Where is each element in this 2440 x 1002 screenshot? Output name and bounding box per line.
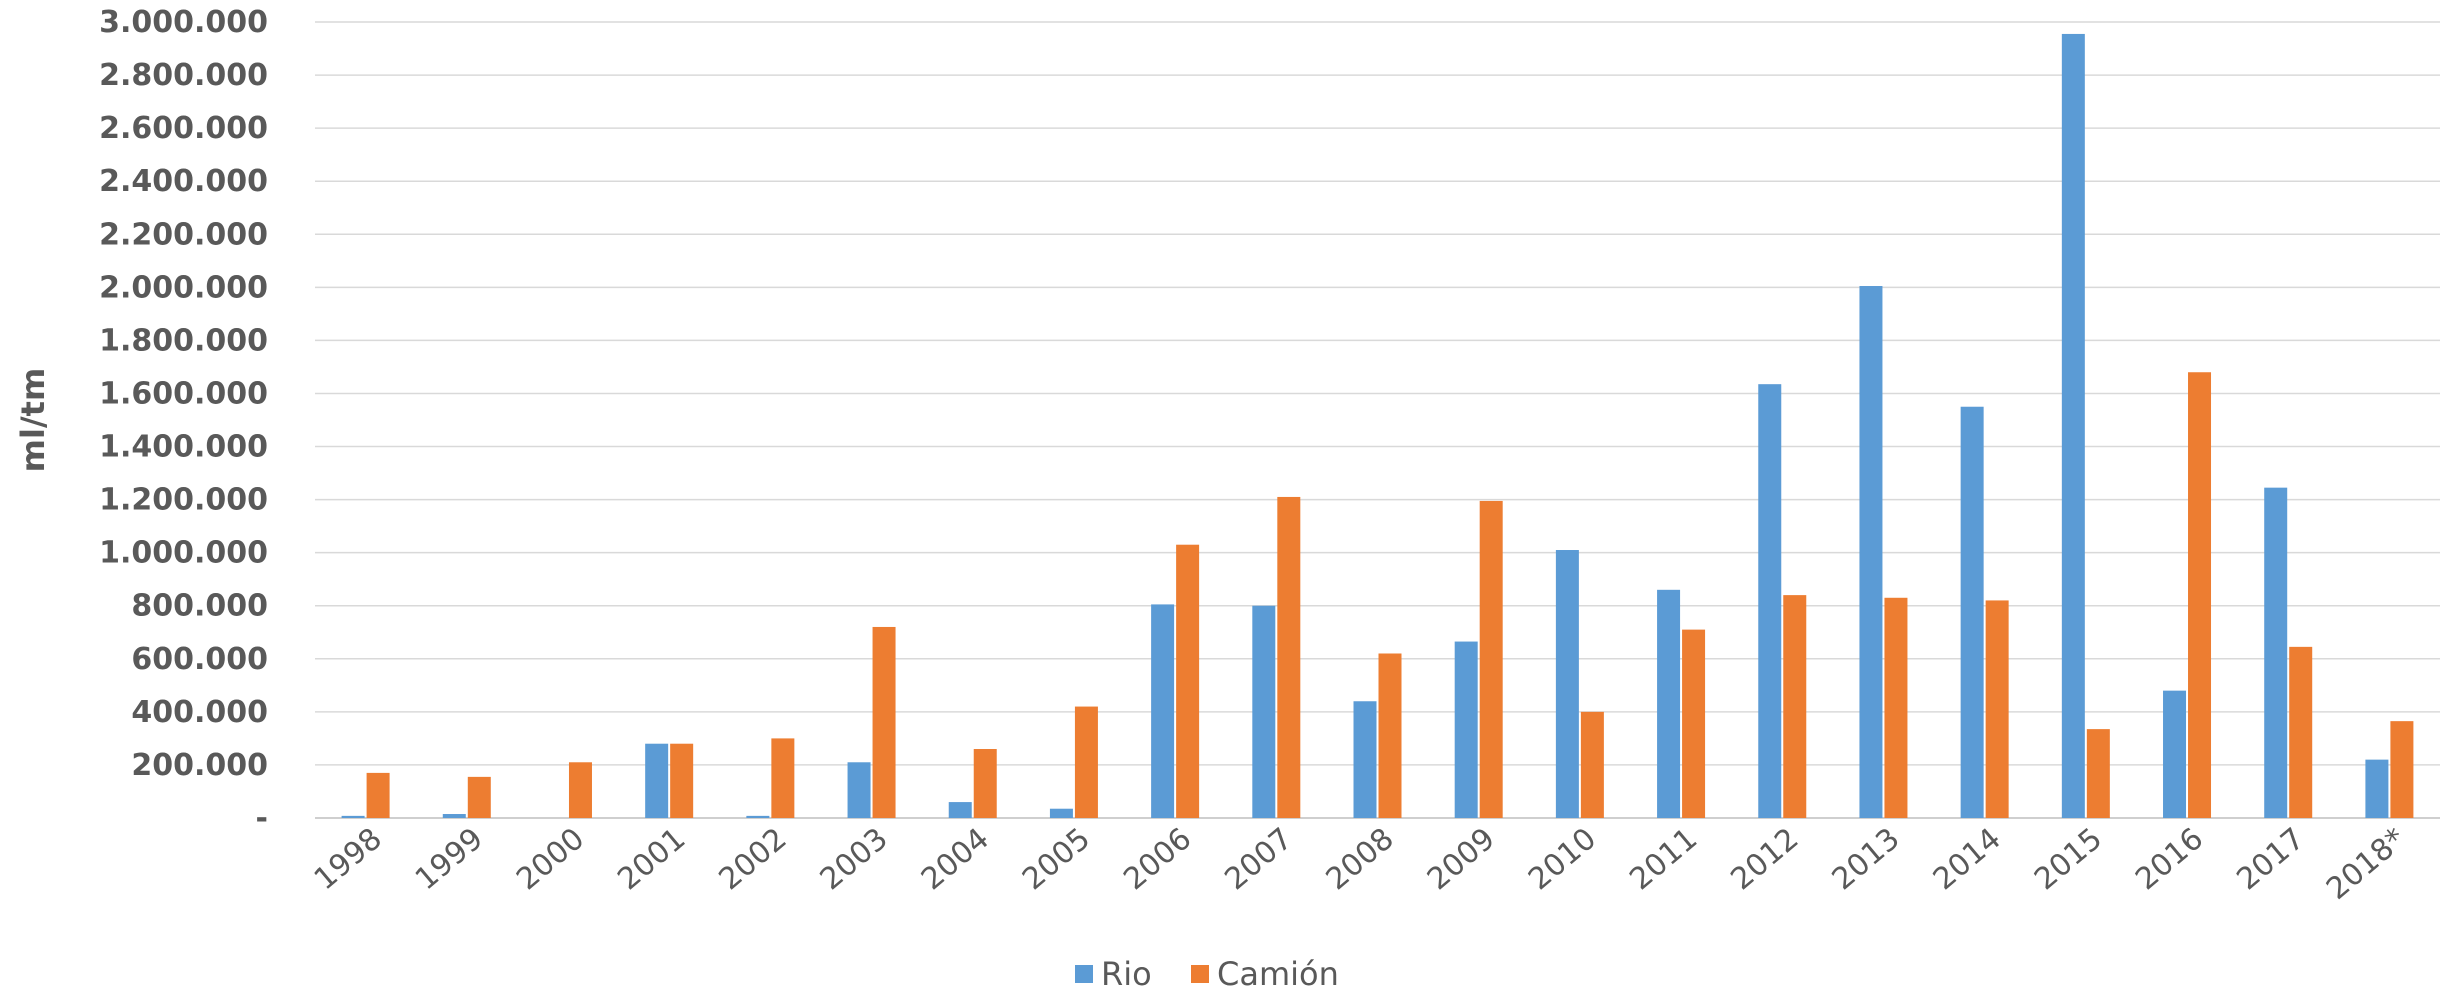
x-tick-label: 2014 <box>1927 821 2008 897</box>
bar-camin-2013 <box>1884 597 1908 818</box>
legend-swatch <box>1191 965 1209 983</box>
bar-rio-2011 <box>1657 589 1681 818</box>
y-tick-label: 2.600.000 <box>99 111 268 146</box>
x-tick-label: 2010 <box>1522 821 1603 897</box>
y-tick-label: 200.000 <box>131 748 268 783</box>
bar-camin-2004 <box>973 749 997 818</box>
bar-rio-2005 <box>1049 808 1073 818</box>
y-tick-label: 400.000 <box>131 695 268 730</box>
bar-camin-2003 <box>872 626 896 818</box>
bar-camin-2012 <box>1783 595 1807 818</box>
y-tick-label: 3.000.000 <box>99 5 268 40</box>
y-axis-ticks: - 200.000 400.000 600.000 800.000 1.000.000 1.… <box>99 5 268 836</box>
bars <box>341 33 2414 818</box>
bar-rio-2006 <box>1151 604 1175 818</box>
x-tick-label: 2009 <box>1421 821 1502 897</box>
bar-rio-2017 <box>2264 487 2288 818</box>
bar-camin-2006 <box>1176 544 1200 818</box>
x-tick-label: 2013 <box>1826 821 1907 897</box>
bar-rio-2010 <box>1555 550 1579 818</box>
x-tick-label: 2002 <box>713 821 794 897</box>
bar-rio-1998 <box>341 815 365 818</box>
bar-camin-2005 <box>1074 706 1098 818</box>
x-tick-label: 2018* <box>2320 821 2412 907</box>
x-tick-label: 2015 <box>2028 821 2109 897</box>
y-tick-label: 1.800.000 <box>99 323 268 358</box>
x-tick-label: 1998 <box>308 821 389 897</box>
y-tick-label: 2.400.000 <box>99 164 268 199</box>
x-tick-label: 2005 <box>1016 821 1097 897</box>
x-tick-label: 2001 <box>611 821 692 897</box>
y-tick-label: 1.000.000 <box>99 536 268 571</box>
bar-rio-2004 <box>948 802 972 818</box>
bar-rio-2003 <box>847 762 871 818</box>
bar-rio-2012 <box>1758 384 1782 818</box>
bar-rio-2014 <box>1960 406 1984 818</box>
x-tick-label: 2000 <box>510 821 591 897</box>
bar-camin-2011 <box>1682 629 1706 818</box>
bar-camin-2000 <box>568 762 592 818</box>
bar-camin-2002 <box>771 738 795 818</box>
y-tick-label: 2.800.000 <box>99 58 268 93</box>
legend-label: Rio <box>1101 955 1152 993</box>
y-tick-label: 2.000.000 <box>99 270 268 305</box>
bar-rio-2015 <box>2061 33 2085 818</box>
y-tick-label: 1.400.000 <box>99 430 268 465</box>
bar-camin-2017 <box>2289 646 2313 818</box>
x-tick-label: 2008 <box>1320 821 1401 897</box>
bar-rio-2013 <box>1859 286 1883 818</box>
gridlines <box>315 21 2440 819</box>
x-tick-label: 1999 <box>409 821 490 897</box>
y-tick-label: 600.000 <box>131 642 268 677</box>
x-tick-label: 2017 <box>2230 821 2311 897</box>
bar-camin-2015 <box>2086 729 2110 818</box>
x-axis-ticks: 1998 1999 2000 2001 2002 2003 2004 2005 2006 2007… <box>308 821 2413 907</box>
y-tick-label: - <box>256 801 268 836</box>
bar-camin-2010 <box>1580 711 1604 818</box>
legend-swatch <box>1075 965 1093 983</box>
bar-rio-2008 <box>1353 701 1377 818</box>
bar-camin-1999 <box>467 776 491 818</box>
bar-camin-2009 <box>1479 500 1503 818</box>
bar-camin-2007 <box>1277 496 1301 818</box>
bar-rio-2018 <box>2365 759 2389 818</box>
bar-rio-1999 <box>442 814 466 818</box>
x-tick-label: 2006 <box>1117 821 1198 897</box>
y-axis-title: ml/tm <box>14 368 52 473</box>
y-tick-label: 1.200.000 <box>99 483 268 518</box>
x-tick-label: 2016 <box>2129 821 2210 897</box>
bar-rio-2001 <box>645 743 669 818</box>
y-tick-label: 800.000 <box>131 589 268 624</box>
x-tick-label: 2012 <box>1724 821 1805 897</box>
x-tick-label: 2007 <box>1218 821 1299 897</box>
bar-camin-2016 <box>2188 372 2212 818</box>
bar-rio-2002 <box>746 815 770 818</box>
bar-rio-2007 <box>1252 605 1276 818</box>
legend: Rio Camión <box>1075 955 1339 993</box>
bar-camin-1998 <box>366 772 390 818</box>
x-tick-label: 2004 <box>915 821 996 897</box>
y-tick-label: 1.600.000 <box>99 376 268 411</box>
bar-camin-2008 <box>1378 653 1402 818</box>
bar-rio-2016 <box>2163 690 2187 818</box>
legend-label: Camión <box>1217 955 1339 993</box>
bar-camin-2014 <box>1985 600 2009 818</box>
bar-camin-2018 <box>2390 721 2414 818</box>
x-tick-label: 2011 <box>1623 821 1704 897</box>
x-tick-label: 2003 <box>814 821 895 897</box>
y-tick-label: 2.200.000 <box>99 217 268 252</box>
bar-rio-2009 <box>1454 641 1478 818</box>
bar-camin-2001 <box>670 743 694 818</box>
